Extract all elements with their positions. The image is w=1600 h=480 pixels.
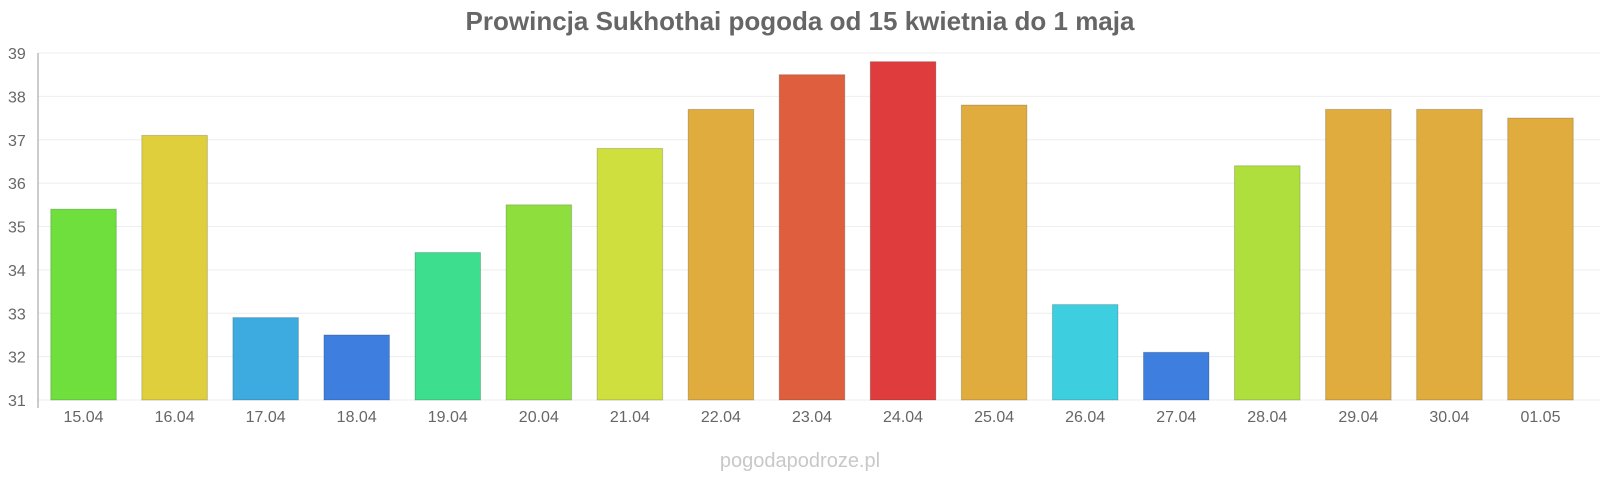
x-tick-label: 29.04 bbox=[1338, 409, 1378, 426]
x-tick-label: 24.04 bbox=[883, 409, 923, 426]
x-tick-label: 17.04 bbox=[246, 409, 286, 426]
bar-18.04[interactable] bbox=[323, 334, 390, 401]
y-tick-label: 31 bbox=[8, 393, 26, 410]
x-tick-labels: 15.04 16.04 17.04 18.04 19.04 20.04 21.04 22.04… bbox=[64, 409, 1561, 426]
bar-30.04[interactable] bbox=[1416, 108, 1483, 401]
bar-15.04[interactable] bbox=[50, 208, 117, 401]
watermark: pogodapodroze.pl bbox=[719, 450, 881, 472]
x-tick-label: 27.04 bbox=[1156, 409, 1196, 426]
bar-23.04[interactable] bbox=[778, 74, 846, 401]
bar-26.04[interactable] bbox=[1051, 304, 1119, 401]
x-tick-label: 01.05 bbox=[1520, 409, 1560, 426]
y-tick-label: 33 bbox=[8, 306, 26, 323]
x-tick-label: 26.04 bbox=[1065, 409, 1105, 426]
x-tick-label: 15.04 bbox=[64, 409, 104, 426]
y-tick-labels: 31 32 33 34 35 36 37 38 39 bbox=[8, 46, 26, 410]
x-tick-label: 23.04 bbox=[792, 409, 832, 426]
bar-22.04[interactable] bbox=[687, 108, 755, 401]
chart-title: Prowincja Sukhothai pogoda od 15 kwietni… bbox=[465, 6, 1135, 36]
x-tick-label: 18.04 bbox=[337, 409, 377, 426]
bar-24.04[interactable] bbox=[869, 61, 937, 401]
y-tick-label: 36 bbox=[8, 176, 26, 193]
x-tick-label: 30.04 bbox=[1429, 409, 1469, 426]
x-tick-label: 20.04 bbox=[519, 409, 559, 426]
x-tick-label: 28.04 bbox=[1247, 409, 1287, 426]
y-tick-label: 37 bbox=[8, 133, 26, 150]
y-tick-label: 34 bbox=[8, 263, 26, 280]
y-tick-label: 38 bbox=[8, 89, 26, 106]
bar-27.04[interactable] bbox=[1142, 351, 1210, 401]
bar-17.04[interactable] bbox=[232, 317, 299, 401]
bar-20.04[interactable] bbox=[505, 204, 573, 401]
bar-25.04[interactable] bbox=[960, 104, 1028, 401]
y-tick-label: 35 bbox=[8, 220, 26, 237]
bar-19.04[interactable] bbox=[414, 252, 482, 401]
y-tick-label: 32 bbox=[8, 350, 26, 367]
bars bbox=[50, 61, 1574, 401]
bar-01.05[interactable] bbox=[1507, 117, 1574, 401]
x-tick-label: 22.04 bbox=[701, 409, 741, 426]
x-tick-label: 19.04 bbox=[428, 409, 468, 426]
bar-21.04[interactable] bbox=[596, 147, 664, 401]
x-tick-label: 25.04 bbox=[974, 409, 1014, 426]
x-tick-label: 16.04 bbox=[155, 409, 195, 426]
x-tick-label: 21.04 bbox=[610, 409, 650, 426]
bar-28.04[interactable] bbox=[1234, 165, 1301, 401]
y-tick-label: 39 bbox=[8, 46, 26, 63]
bar-29.04[interactable] bbox=[1325, 108, 1392, 401]
bar-16.04[interactable] bbox=[141, 134, 208, 401]
